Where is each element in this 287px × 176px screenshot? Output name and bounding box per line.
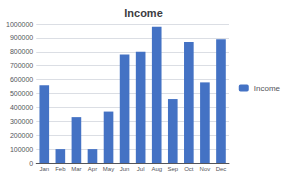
svg-text:Dec: Dec	[216, 166, 227, 172]
svg-text:300000: 300000	[10, 118, 33, 125]
svg-text:Mar: Mar	[71, 166, 81, 172]
svg-text:Income: Income	[124, 7, 163, 19]
svg-text:Jul: Jul	[137, 166, 145, 172]
svg-text:May: May	[103, 166, 114, 172]
svg-text:Apr: Apr	[88, 166, 97, 172]
svg-text:100000: 100000	[10, 146, 33, 153]
svg-text:0: 0	[29, 160, 33, 167]
svg-text:Income: Income	[254, 84, 281, 93]
svg-text:600000: 600000	[10, 76, 33, 83]
svg-text:700000: 700000	[10, 62, 33, 69]
svg-text:200000: 200000	[10, 132, 33, 139]
svg-text:400000: 400000	[10, 104, 33, 111]
svg-text:1000000: 1000000	[6, 21, 33, 28]
svg-text:800000: 800000	[10, 48, 33, 55]
svg-text:Jun: Jun	[120, 166, 130, 172]
svg-text:Sep: Sep	[167, 166, 178, 172]
svg-text:Jan: Jan	[39, 166, 49, 172]
svg-text:Feb: Feb	[55, 166, 66, 172]
svg-text:Nov: Nov	[200, 166, 211, 172]
svg-text:500000: 500000	[10, 90, 33, 97]
svg-text:900000: 900000	[10, 34, 33, 41]
svg-text:Oct: Oct	[184, 166, 194, 172]
svg-text:Aug: Aug	[151, 166, 162, 172]
